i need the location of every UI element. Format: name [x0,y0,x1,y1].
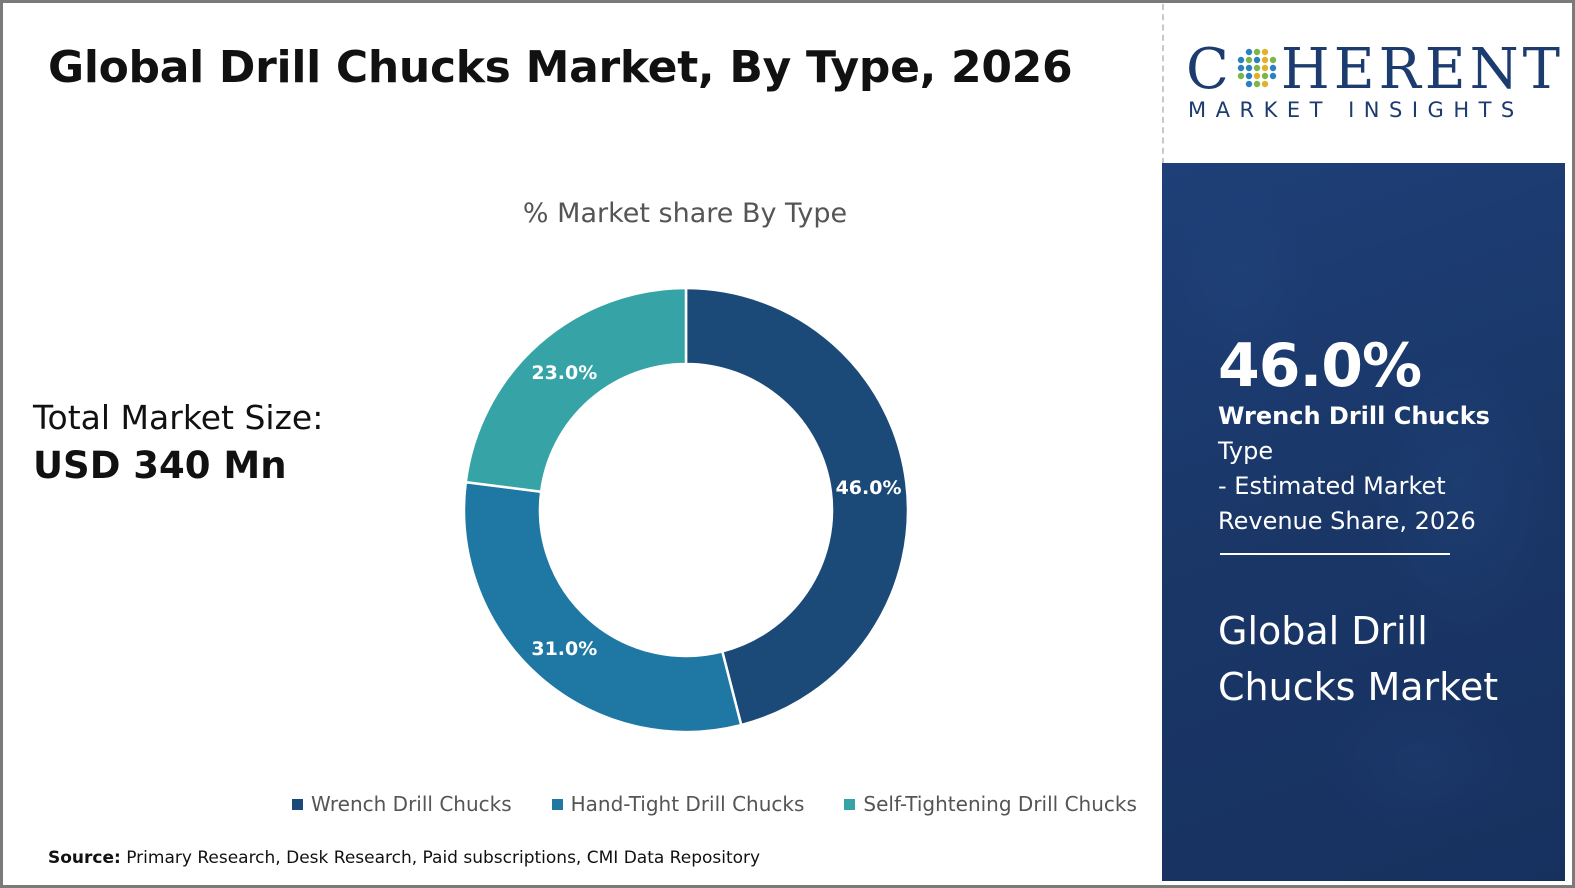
logo-dot [1245,48,1253,56]
logo-dot [1253,56,1261,64]
logo-letter-c: C [1186,37,1233,102]
logo-dot [1269,64,1277,72]
legend-item-hand-tight: Hand-Tight Drill Chucks [551,792,805,816]
logo-dot [1253,80,1261,88]
total-market-label: Total Market Size: [33,398,324,437]
logo-dot [1253,48,1261,56]
logo-dots-icon [1237,48,1277,88]
logo-dot [1237,72,1245,80]
chart-legend: Wrench Drill Chucks Hand-Tight Drill Chu… [292,792,1137,816]
logo-dot [1253,64,1261,72]
logo-dot [1245,64,1253,72]
logo-dot [1253,72,1261,80]
data-label-wrench: 46.0% [836,477,902,499]
logo-dot [1237,56,1245,64]
donut-slice-wrench [684,286,910,727]
highlight-panel: 46.0% Wrench Drill Chucks Type - Estimat… [1162,163,1565,881]
highlight-percent: 46.0% [1218,331,1422,401]
logo-dot [1261,72,1269,80]
source-label: Source: [48,848,121,868]
highlight-line-3: Revenue Share, 2026 [1218,507,1476,535]
highlight-line-2: - Estimated Market [1218,472,1446,500]
panel-market-name: Global Drill Chucks Market [1218,609,1499,709]
legend-item-wrench: Wrench Drill Chucks [292,792,512,816]
legend-swatch-hand-tight [551,798,563,810]
legend-swatch-wrench [292,798,303,810]
donut-slice-hand-tight [462,480,743,734]
page-title: Global Drill Chucks Market, By Type, 202… [48,42,1073,93]
panel-divider [1220,553,1450,555]
total-market-value: USD 340 Mn [33,444,287,487]
source-text: Primary Research, Desk Research, Paid su… [120,848,761,868]
logo-dot [1269,56,1277,64]
logo-dot [1245,56,1253,64]
donut-chart: 46.0% 31.0% 23.0% [462,286,910,734]
logo-dot [1261,80,1269,88]
logo-dot [1261,48,1269,56]
legend-label-hand-tight: Hand-Tight Drill Chucks [570,792,805,816]
logo-subtitle: MARKET INSIGHTS [1188,98,1524,122]
legend-swatch-self-tightening [844,798,856,810]
legend-label-self-tightening: Self-Tightening Drill Chucks [863,792,1137,816]
logo-dot [1237,64,1245,72]
legend-item-self-tightening: Self-Tightening Drill Chucks [844,792,1137,816]
header-divider [1162,4,1164,164]
chart-title: % Market share By Type [522,198,848,229]
source-note: Source: Primary Research, Desk Research,… [48,848,760,868]
logo-word-rest: HERENT [1280,37,1564,102]
highlight-segment: Wrench Drill Chucks [1218,402,1490,430]
legend-label-wrench: Wrench Drill Chucks [311,792,512,816]
highlight-description: Wrench Drill Chucks Type - Estimated Mar… [1218,399,1548,539]
logo-dot [1269,72,1277,80]
logo-dot [1261,64,1269,72]
logo-dot [1245,80,1253,88]
company-logo: C HERENT MARKET INSIGHTS [1186,42,1560,123]
logo-wordmark: C HERENT [1186,42,1564,98]
data-label-self-tightening: 23.0% [531,362,597,384]
panel-texture [1162,163,1565,881]
highlight-segment-suffix: Type [1218,437,1274,465]
data-label-hand-tight: 31.0% [531,638,597,660]
logo-dot [1245,72,1253,80]
donut-slice-self-tightening [464,286,688,494]
logo-dot [1261,56,1269,64]
